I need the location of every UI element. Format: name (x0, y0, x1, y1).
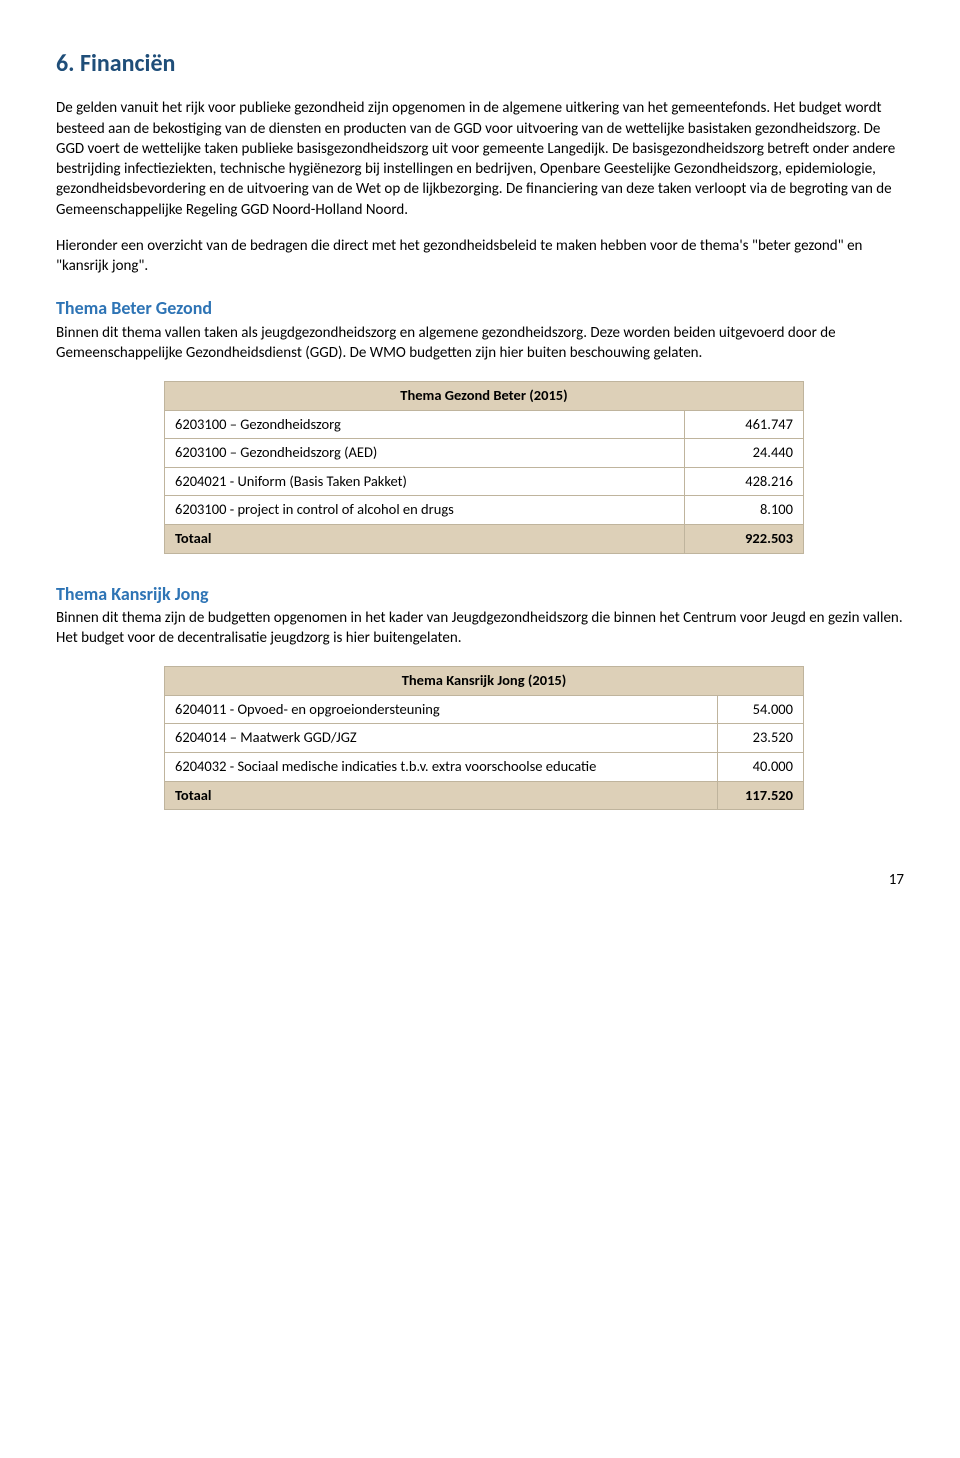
row-value: 23.520 (717, 724, 803, 753)
table-row: 6203100 - project in control of alcohol … (165, 496, 804, 525)
total-label: Totaal (165, 525, 685, 554)
row-label: 6203100 – Gezondheidszorg (165, 410, 685, 439)
total-label: Totaal (165, 781, 718, 810)
table-total-row: Totaal 117.520 (165, 781, 804, 810)
table-row: 6203100 – Gezondheidszorg (AED) 24.440 (165, 439, 804, 468)
intro-paragraph-2: Hieronder een overzicht van de bedragen … (56, 236, 904, 277)
page-heading: 6. Financiën (56, 48, 904, 80)
row-value: 24.440 (684, 439, 804, 468)
theme-beter-gezond: Thema Beter Gezond Binnen dit thema vall… (56, 296, 904, 553)
theme2-body: Binnen dit thema zijn de budgetten opgen… (56, 608, 904, 649)
row-label: 6204011 - Opvoed- en opgroeiondersteunin… (165, 695, 718, 724)
row-value: 8.100 (684, 496, 804, 525)
row-value: 40.000 (717, 753, 803, 782)
row-label: 6204021 - Uniform (Basis Taken Pakket) (165, 467, 685, 496)
row-value: 461.747 (684, 410, 804, 439)
page-number: 17 (56, 870, 904, 890)
theme1-body: Binnen dit thema vallen taken als jeugdg… (56, 323, 904, 364)
theme2-table-title: Thema Kansrijk Jong (2015) (165, 667, 804, 696)
intro-paragraph-1: De gelden vanuit het rijk voor publieke … (56, 98, 904, 220)
theme1-title: Thema Beter Gezond (56, 296, 904, 320)
row-label: 6203100 – Gezondheidszorg (AED) (165, 439, 685, 468)
row-label: 6204014 – Maatwerk GGD/JGZ (165, 724, 718, 753)
table-row: 6203100 – Gezondheidszorg 461.747 (165, 410, 804, 439)
table-row: 6204032 - Sociaal medische indicaties t.… (165, 753, 804, 782)
row-label: 6203100 - project in control of alcohol … (165, 496, 685, 525)
table-row: 6204011 - Opvoed- en opgroeiondersteunin… (165, 695, 804, 724)
total-value: 117.520 (717, 781, 803, 810)
row-value: 428.216 (684, 467, 804, 496)
row-value: 54.000 (717, 695, 803, 724)
theme-kansrijk-jong: Thema Kansrijk Jong Binnen dit thema zij… (56, 582, 904, 811)
row-label: 6204032 - Sociaal medische indicaties t.… (165, 753, 718, 782)
theme1-table: Thema Gezond Beter (2015) 6203100 – Gezo… (164, 381, 804, 553)
table-row: 6204021 - Uniform (Basis Taken Pakket) 4… (165, 467, 804, 496)
total-value: 922.503 (684, 525, 804, 554)
table-total-row: Totaal 922.503 (165, 525, 804, 554)
theme2-title: Thema Kansrijk Jong (56, 582, 904, 606)
theme1-table-title: Thema Gezond Beter (2015) (165, 382, 804, 411)
table-row: 6204014 – Maatwerk GGD/JGZ 23.520 (165, 724, 804, 753)
theme2-table: Thema Kansrijk Jong (2015) 6204011 - Opv… (164, 666, 804, 810)
